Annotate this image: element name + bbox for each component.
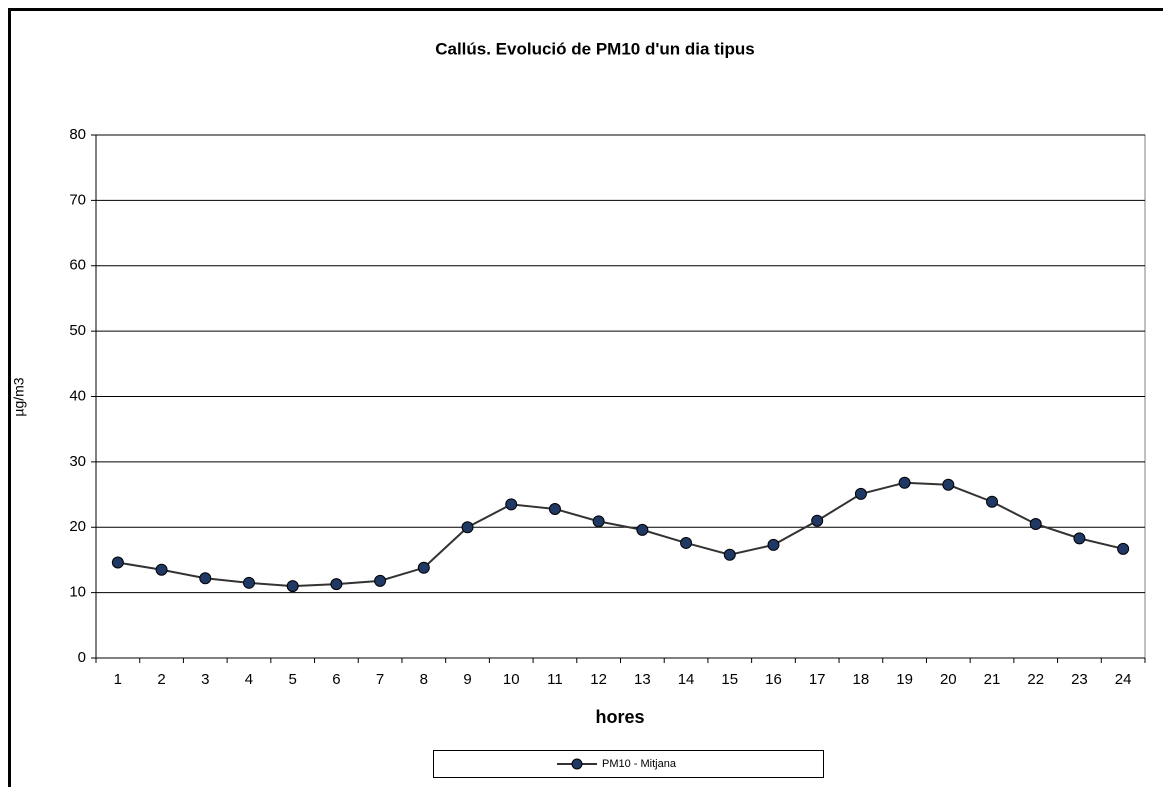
x-tick-label: 18 [853,671,870,688]
x-tick-label: 1 [114,671,122,688]
chart-title: Callús. Evolució de PM10 d'un dia tipus [435,39,755,58]
x-tick-label: 13 [634,671,651,688]
data-point [986,495,999,508]
data-point [505,498,518,511]
x-tick-label: 6 [332,671,340,688]
data-point [1117,542,1130,555]
y-tick-label: 70 [69,191,86,208]
y-tick-label: 40 [69,387,86,404]
x-tick-label: 11 [547,671,563,688]
x-tick-label: 10 [503,671,520,688]
data-point [155,563,168,576]
data-point [854,487,867,500]
data-point [898,476,911,489]
x-tick-label: 15 [721,671,738,688]
legend-label: PM10 - Mitjana [602,758,677,770]
data-point [767,538,780,551]
y-tick-label: 80 [69,126,86,143]
data-point [1029,517,1042,530]
x-tick-label: 21 [984,671,1001,688]
data-point [680,536,693,549]
data-point [374,574,387,587]
x-tick-label: 17 [809,671,826,688]
data-point [592,515,605,528]
data-point [330,578,343,591]
y-tick-label: 10 [69,584,86,601]
x-tick-label: 20 [940,671,957,688]
x-tick-label: 2 [157,671,165,688]
x-tick-label: 4 [245,671,253,688]
x-tick-label: 23 [1071,671,1088,688]
x-tick-label: 19 [896,671,913,688]
data-point [811,514,824,527]
data-point [942,478,955,491]
data-point [417,561,430,574]
data-point [723,548,736,561]
data-point [286,580,299,593]
x-tick-label: 12 [590,671,607,688]
x-tick-label: 8 [420,671,428,688]
x-tick-label: 14 [678,671,695,688]
data-point [1073,532,1086,545]
y-axis-label: µg/m3 [11,377,27,416]
x-axis-label: hores [595,707,644,727]
legend [433,750,824,778]
data-point [242,576,255,589]
x-tick-label: 9 [463,671,471,688]
x-tick-label: 3 [201,671,209,688]
y-tick-label: 50 [69,322,86,339]
x-tick-label: 7 [376,671,384,688]
data-point [461,521,474,534]
data-point [636,523,649,536]
data-point [548,502,561,515]
x-tick-label: 5 [289,671,297,688]
series-line [117,481,1124,588]
x-tick-label: 24 [1115,671,1132,688]
y-tick-label: 30 [69,453,86,470]
y-tick-label: 0 [78,649,86,666]
data-point [111,556,124,569]
legend-marker [571,758,583,770]
x-tick-label: 16 [765,671,782,688]
y-tick-label: 60 [69,257,86,274]
y-tick-label: 20 [69,518,86,535]
data-point [199,572,212,585]
x-tick-label: 22 [1027,671,1044,688]
